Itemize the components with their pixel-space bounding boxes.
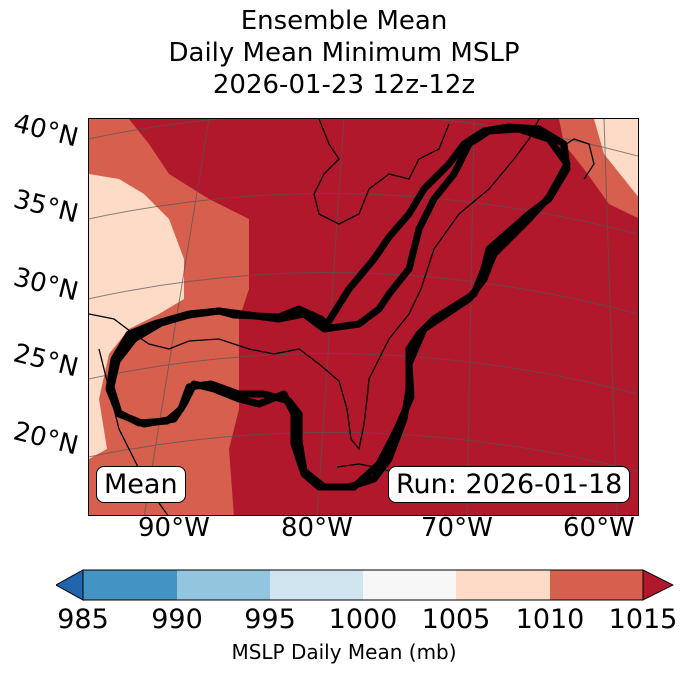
colorbar-extend-high: [642, 569, 674, 601]
colorbar-extend-low: [56, 569, 84, 601]
colorbar-bin-1010-1015: [550, 570, 643, 600]
colorbar-tick-1005: 1005: [421, 604, 491, 635]
colorbar-tick-995: 995: [244, 604, 296, 635]
title-line-1: Ensemble Mean: [240, 6, 448, 36]
colorbar-tick-1000: 1000: [328, 604, 398, 635]
colorbar-bin-995-1000: [270, 570, 363, 600]
lat-label-25: 25°N: [10, 338, 82, 384]
colorbar-tick-1010: 1010: [515, 604, 585, 635]
lat-label-35: 35°N: [10, 184, 82, 230]
lat-label-40: 40°N: [10, 108, 82, 154]
lon-label-80w: 80°W: [281, 513, 353, 543]
title-line-3: 2026-01-23 12z-12z: [212, 70, 476, 100]
colorbar-bin-985-990: [83, 570, 177, 600]
colorbar-bin-1000-1005: [363, 570, 456, 600]
colorbar-tick-985: 985: [57, 604, 109, 635]
lat-label-20: 20°N: [10, 416, 82, 462]
title-line-2: Daily Mean Minimum MSLP: [168, 38, 520, 68]
colorbar-bin-990-995: [177, 570, 270, 600]
colorbar-tick-990: 990: [151, 604, 203, 635]
lon-label-70w: 70°W: [421, 513, 493, 543]
colorbar-bin-1005-1010: [456, 570, 550, 600]
lon-label-90w: 90°W: [138, 513, 210, 543]
map-canvas: [89, 119, 638, 515]
colorbar-tick-1015: 1015: [608, 604, 678, 635]
lat-label-30: 30°N: [10, 262, 82, 308]
colorbar: [56, 569, 674, 601]
pressure-field-low-west: [89, 174, 184, 459]
lon-label-60w: 60°W: [563, 513, 635, 543]
colorbar-label: MSLP Daily Mean (mb): [231, 640, 457, 664]
pressure-contour-main: [107, 125, 571, 491]
map-panel: [88, 118, 639, 516]
mean-label-box: Mean: [96, 466, 186, 503]
run-date-box: Run: 2026-01-18: [388, 466, 631, 503]
